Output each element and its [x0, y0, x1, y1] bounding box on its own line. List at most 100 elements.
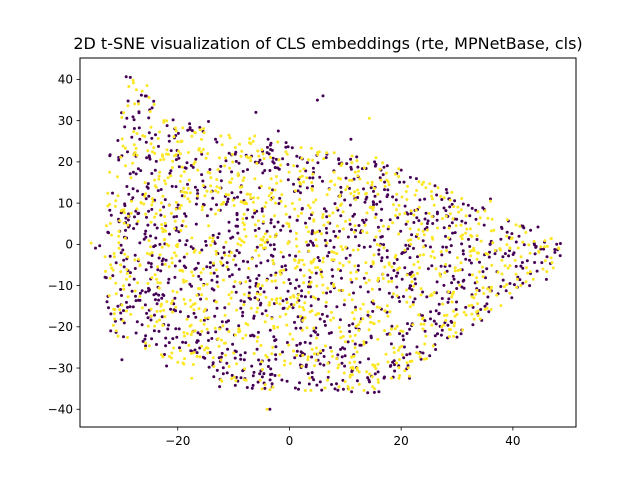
data-point-class-0 [425, 295, 429, 299]
data-point-class-0 [517, 234, 521, 238]
data-point-class-1 [424, 334, 428, 338]
data-point-class-1 [291, 337, 295, 341]
data-point-class-0 [402, 338, 405, 342]
data-point-class-1 [330, 310, 333, 314]
data-point-class-1 [292, 164, 296, 168]
data-point-class-1 [114, 199, 118, 203]
data-point-class-0 [339, 347, 343, 351]
data-point-class-1 [182, 362, 186, 366]
data-point-class-1 [158, 318, 161, 322]
data-point-class-1 [204, 156, 208, 160]
data-point-class-1 [155, 277, 159, 281]
data-point-class-1 [510, 236, 514, 240]
plot-frame [79, 57, 577, 428]
data-point-class-0 [288, 215, 292, 219]
data-point-class-1 [284, 204, 287, 208]
data-point-class-1 [249, 196, 253, 200]
data-point-class-1 [366, 161, 370, 165]
data-point-class-1 [310, 181, 314, 184]
data-point-class-1 [140, 306, 144, 310]
data-point-class-0 [514, 264, 518, 268]
data-point-class-1 [341, 227, 345, 231]
data-point-class-1 [405, 288, 408, 292]
data-point-class-1 [159, 309, 163, 313]
data-point-class-1 [459, 261, 463, 265]
data-point-class-1 [214, 189, 217, 193]
data-point-class-0 [225, 361, 229, 365]
data-point-class-0 [252, 334, 256, 338]
data-point-class-0 [266, 259, 270, 263]
data-point-class-1 [260, 368, 264, 371]
data-point-class-1 [89, 241, 93, 245]
data-point-class-0 [116, 139, 120, 142]
data-point-class-1 [262, 214, 266, 218]
data-point-class-1 [314, 346, 318, 350]
data-point-class-0 [288, 253, 292, 257]
data-point-class-1 [455, 312, 459, 316]
data-point-class-0 [373, 238, 376, 242]
data-point-class-1 [129, 312, 133, 316]
data-point-class-0 [348, 222, 352, 226]
data-point-class-1 [359, 307, 362, 311]
data-point-class-1 [531, 277, 535, 281]
data-point-class-1 [412, 273, 416, 277]
data-point-class-1 [170, 166, 174, 170]
data-point-class-1 [398, 266, 401, 270]
data-point-class-0 [174, 158, 178, 162]
data-point-class-1 [408, 374, 411, 378]
data-point-class-1 [499, 304, 503, 308]
data-point-class-0 [138, 137, 142, 141]
data-point-class-1 [262, 246, 265, 250]
data-point-class-0 [186, 315, 190, 318]
data-point-class-1 [270, 352, 274, 356]
data-point-class-1 [125, 272, 129, 275]
data-point-class-1 [228, 136, 232, 140]
data-point-class-1 [279, 296, 283, 300]
data-point-class-0 [522, 226, 526, 230]
data-point-class-1 [441, 217, 444, 221]
data-point-class-1 [179, 174, 183, 178]
data-point-class-0 [180, 224, 184, 228]
data-point-class-0 [194, 157, 198, 161]
data-point-class-0 [262, 290, 266, 294]
data-point-class-0 [269, 218, 273, 222]
data-point-class-0 [167, 139, 171, 143]
data-point-class-1 [449, 328, 452, 332]
data-point-class-1 [277, 158, 281, 162]
data-point-class-0 [369, 334, 373, 338]
data-point-class-1 [419, 322, 423, 326]
data-point-class-0 [144, 334, 148, 338]
data-point-class-1 [287, 225, 291, 228]
data-point-class-1 [104, 224, 108, 228]
data-point-class-0 [234, 350, 238, 354]
data-point-class-1 [174, 244, 178, 248]
data-point-class-0 [257, 358, 261, 362]
data-point-class-1 [120, 208, 124, 212]
data-point-class-1 [412, 213, 416, 217]
data-point-class-1 [308, 206, 312, 210]
data-point-class-0 [281, 350, 284, 354]
data-point-class-0 [344, 256, 348, 260]
data-point-class-0 [310, 355, 314, 359]
data-point-class-0 [211, 361, 215, 365]
data-point-class-1 [481, 265, 484, 269]
data-point-class-0 [356, 196, 360, 199]
data-point-class-0 [300, 289, 304, 293]
data-point-class-1 [276, 325, 280, 329]
data-point-class-0 [362, 276, 366, 280]
data-point-class-1 [185, 317, 189, 321]
data-point-class-1 [327, 370, 331, 374]
data-point-class-0 [144, 344, 148, 348]
data-point-class-1 [240, 200, 244, 204]
data-point-class-0 [174, 327, 178, 331]
data-point-class-0 [390, 276, 394, 280]
data-point-class-1 [184, 279, 188, 283]
data-point-class-1 [159, 201, 163, 205]
data-point-class-0 [510, 296, 514, 300]
data-point-class-0 [178, 239, 182, 243]
data-point-class-1 [396, 348, 400, 352]
data-point-class-1 [344, 340, 347, 344]
data-point-class-0 [243, 351, 247, 355]
data-point-class-1 [163, 262, 167, 266]
data-point-class-0 [315, 98, 319, 102]
